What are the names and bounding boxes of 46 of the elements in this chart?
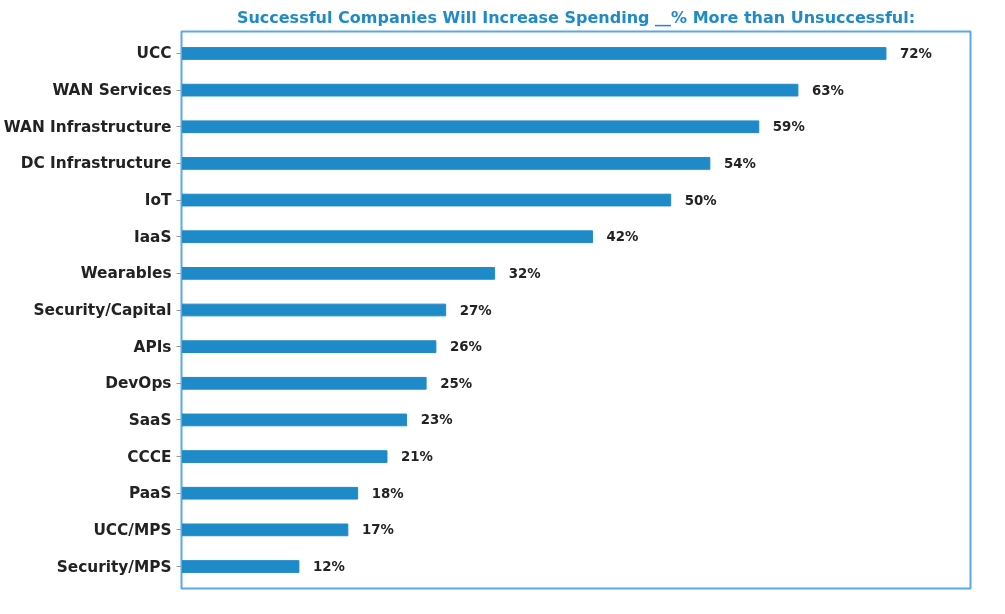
data-label: 50% <box>684 192 717 208</box>
y-tick-label: WAN Services <box>52 81 172 100</box>
y-tick-label: SaaS <box>128 410 172 429</box>
bar <box>181 303 447 317</box>
data-label: 72% <box>900 45 932 61</box>
y-tick-label: IaaS <box>134 227 172 246</box>
bar <box>181 266 496 280</box>
y-tick-label: PaaS <box>128 484 172 503</box>
y-tick-label: IoT <box>144 191 173 210</box>
y-tick-label: Wearables <box>80 264 172 283</box>
data-label: 17% <box>361 522 394 538</box>
y-tick-label: WAN Infrastructure <box>3 117 172 136</box>
data-label: 59% <box>772 119 805 135</box>
bar <box>181 523 349 537</box>
bar <box>181 450 388 463</box>
bar <box>181 230 593 244</box>
data-label: 27% <box>459 302 492 318</box>
bar <box>181 193 672 207</box>
bar <box>181 486 359 500</box>
bar <box>181 560 300 573</box>
bar <box>181 157 711 170</box>
data-label: 23% <box>420 412 453 428</box>
data-label: 26% <box>449 339 482 355</box>
bar <box>181 120 760 134</box>
data-label: 25% <box>440 375 473 391</box>
data-label: 21% <box>401 449 433 465</box>
y-tick-label: DevOps <box>105 374 172 393</box>
data-label: 42% <box>606 229 639 245</box>
bar <box>181 376 427 390</box>
bar <box>181 83 799 97</box>
y-tick-label: UCC <box>136 44 172 63</box>
data-label: 32% <box>508 265 541 281</box>
y-tick-label: CCCE <box>127 447 172 466</box>
y-tick-label: Security/Capital <box>33 301 172 319</box>
bar <box>181 340 437 354</box>
y-tick-label: APIs <box>133 337 172 356</box>
bar <box>181 413 408 427</box>
y-tick-label: Security/MPS <box>56 557 172 576</box>
y-tick-label: DC Infrastructure <box>20 154 172 173</box>
bar <box>181 47 887 60</box>
data-label: 12% <box>313 559 345 575</box>
data-label: 54% <box>723 155 756 171</box>
chart-title: Successful Companies Will Increase Spending __% More than Unsuccessful: <box>236 7 916 27</box>
y-tick-label: UCC/MPS <box>93 520 172 539</box>
data-label: 63% <box>812 82 844 98</box>
data-label: 18% <box>371 485 404 501</box>
